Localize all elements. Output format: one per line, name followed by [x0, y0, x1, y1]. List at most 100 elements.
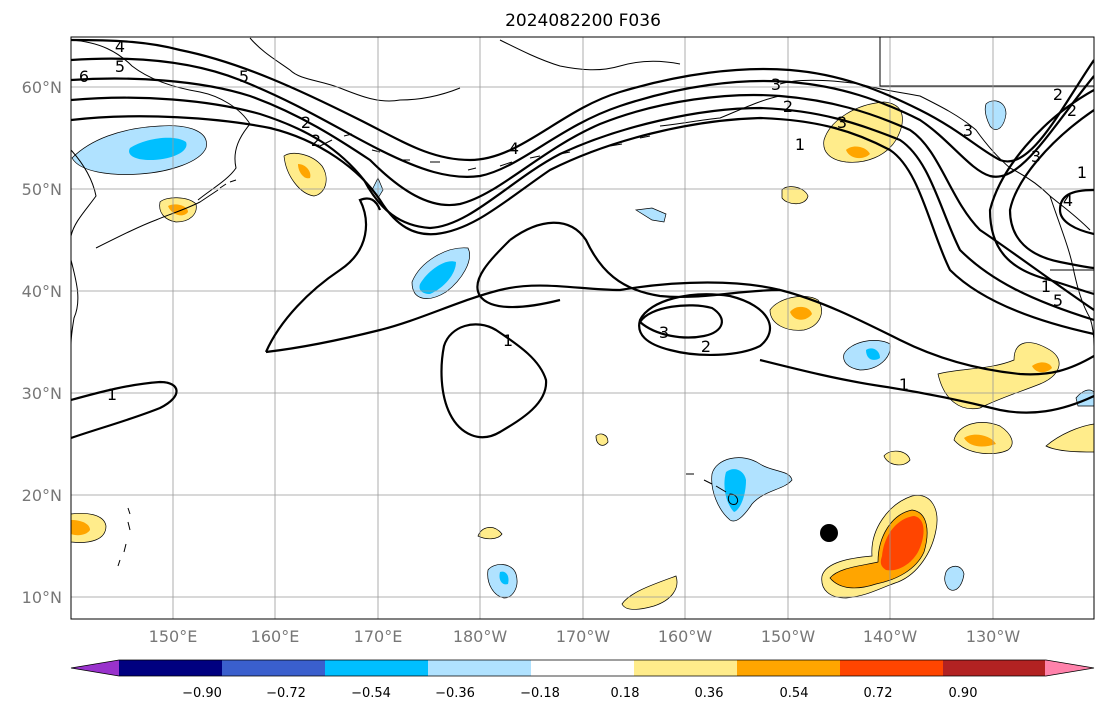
- positive-anomaly-small: [477, 527, 503, 540]
- colorbar-segment: [119, 660, 223, 676]
- contour-label: 4: [509, 139, 519, 158]
- contour-label: 4: [1063, 191, 1073, 210]
- contour-line: [71, 96, 1094, 322]
- lon-tick-label: 180°W: [453, 627, 508, 646]
- positive-anomaly-peak: [880, 516, 924, 571]
- colorbar-tick-label: 0.90: [949, 686, 978, 701]
- contour-line: [71, 57, 1094, 178]
- lon-tick-label: 170°W: [556, 627, 611, 646]
- contour-line: [638, 304, 723, 339]
- contour-label: 2: [1053, 85, 1063, 104]
- colorbar-tick-label: −0.18: [520, 686, 560, 701]
- lon-tick-label: 160°W: [658, 627, 713, 646]
- contour-label: 3: [659, 323, 669, 342]
- contour-line: [71, 380, 178, 440]
- negative-anomaly-core: [499, 571, 509, 585]
- plot-frame: [70, 36, 1095, 620]
- colorbar-segment: [737, 660, 841, 676]
- positive-anomaly-region: [937, 342, 1060, 410]
- colorbar-segment: [428, 660, 532, 676]
- gridlines: [71, 37, 1094, 619]
- coastline-kuril: [95, 179, 237, 249]
- colorbar-outline: [70, 659, 1095, 677]
- lon-tick-label: 150°W: [761, 627, 816, 646]
- colorbar-segment: [840, 660, 944, 676]
- map-title: 2024082200 F036: [505, 11, 661, 31]
- shading-layer: [71, 100, 1094, 610]
- contour-line: [265, 281, 1094, 376]
- colorbar-tick-label: 0.54: [780, 686, 809, 701]
- contour-label: 3: [837, 113, 847, 132]
- contour-line: [1008, 109, 1094, 270]
- lat-tick-label: 60°N: [22, 78, 62, 97]
- contour-label: 3: [963, 121, 973, 140]
- colorbar-tick-label: 0.36: [695, 686, 724, 701]
- colorbar-tick-label: −0.36: [435, 686, 475, 701]
- contour-line: [759, 358, 1094, 414]
- contour-label: 2: [701, 337, 711, 356]
- positive-anomaly-core: [790, 306, 812, 320]
- positive-anomaly-core: [1032, 362, 1052, 373]
- contour-label: 2: [301, 113, 311, 132]
- colorbar: [70, 659, 1095, 677]
- colorbar-segment: [222, 660, 326, 676]
- negative-anomaly-core: [724, 469, 746, 512]
- positive-anomaly-core: [298, 164, 311, 179]
- colorbar-segment: [531, 660, 635, 676]
- lon-tick-label: 140°W: [863, 627, 918, 646]
- contour-label: 2: [783, 97, 793, 116]
- contour-label: 2: [1067, 101, 1077, 120]
- contour-line: [1058, 188, 1094, 236]
- contour-line: [71, 77, 1094, 311]
- contour-label: 4: [115, 37, 125, 56]
- colorbar-segment: [325, 660, 429, 676]
- contour-label: 6: [79, 67, 89, 86]
- coastline-aleutians: [319, 95, 781, 171]
- contour-line: [71, 115, 1094, 336]
- positive-anomaly-region: [621, 575, 678, 610]
- colorbar-segment: [943, 660, 1047, 676]
- contour-label: 1: [503, 331, 513, 350]
- contour-line: [71, 38, 1094, 163]
- negative-anomaly-region: [843, 340, 891, 371]
- lon-tick-label: 130°W: [966, 627, 1021, 646]
- lat-tick-label: 40°N: [22, 282, 62, 301]
- plot-area: 4 5 6 5 2 2 4 3 2 3 1 1 2 3 1 2 1 1 3 4 …: [71, 37, 1094, 619]
- contour-line: [988, 89, 1094, 296]
- coastline-kamchatka: [71, 39, 251, 201]
- positive-anomaly-region: [1045, 423, 1094, 453]
- contour-line: [638, 293, 771, 357]
- colorbar-tick-label: −0.54: [351, 686, 391, 701]
- lon-tick-label: 160°E: [251, 627, 300, 646]
- lat-tick-label: 50°N: [22, 180, 62, 199]
- lon-tick-label: 170°E: [354, 627, 403, 646]
- contour-label-layer: 4 5 6 5 2 2 4 3 2 3 1 1 2 3 1 2 1 1 3 4 …: [79, 37, 1087, 404]
- contour-label: 1: [1041, 277, 1051, 296]
- positive-anomaly-core: [964, 434, 996, 447]
- lat-tick-label: 30°N: [22, 384, 62, 403]
- contour-lines: [71, 38, 1094, 440]
- contour-label: 5: [115, 57, 125, 76]
- contour-label: 5: [1053, 291, 1063, 310]
- contour-label: 1: [1077, 163, 1087, 182]
- colorbar-segment: [1045, 660, 1094, 676]
- contour-label: 3: [771, 75, 781, 94]
- positive-anomaly-small: [781, 186, 809, 205]
- coastline-hawaii: [686, 473, 739, 505]
- coastline-marianas: [117, 507, 131, 567]
- colorbar-tick-label: −0.90: [182, 686, 222, 701]
- border-alaska-canada: [879, 37, 1094, 87]
- colorbar-segment: [634, 660, 738, 676]
- contour-line: [440, 323, 548, 439]
- negative-anomaly-small: [944, 565, 965, 591]
- lat-tick-label: 20°N: [22, 486, 62, 505]
- positive-anomaly-core: [846, 146, 870, 159]
- negative-anomaly-core: [866, 348, 880, 360]
- storm-center-marker: [820, 524, 838, 542]
- lon-tick-label: 150°E: [149, 627, 198, 646]
- lon-axis: 150°E 160°E 170°E 180°W 170°W 160°W 150°…: [149, 627, 1021, 646]
- colorbar-tick-label: 0.18: [611, 686, 640, 701]
- contour-label: 5: [239, 67, 249, 86]
- negative-anomaly-core: [419, 261, 456, 294]
- contour-line: [509, 221, 781, 299]
